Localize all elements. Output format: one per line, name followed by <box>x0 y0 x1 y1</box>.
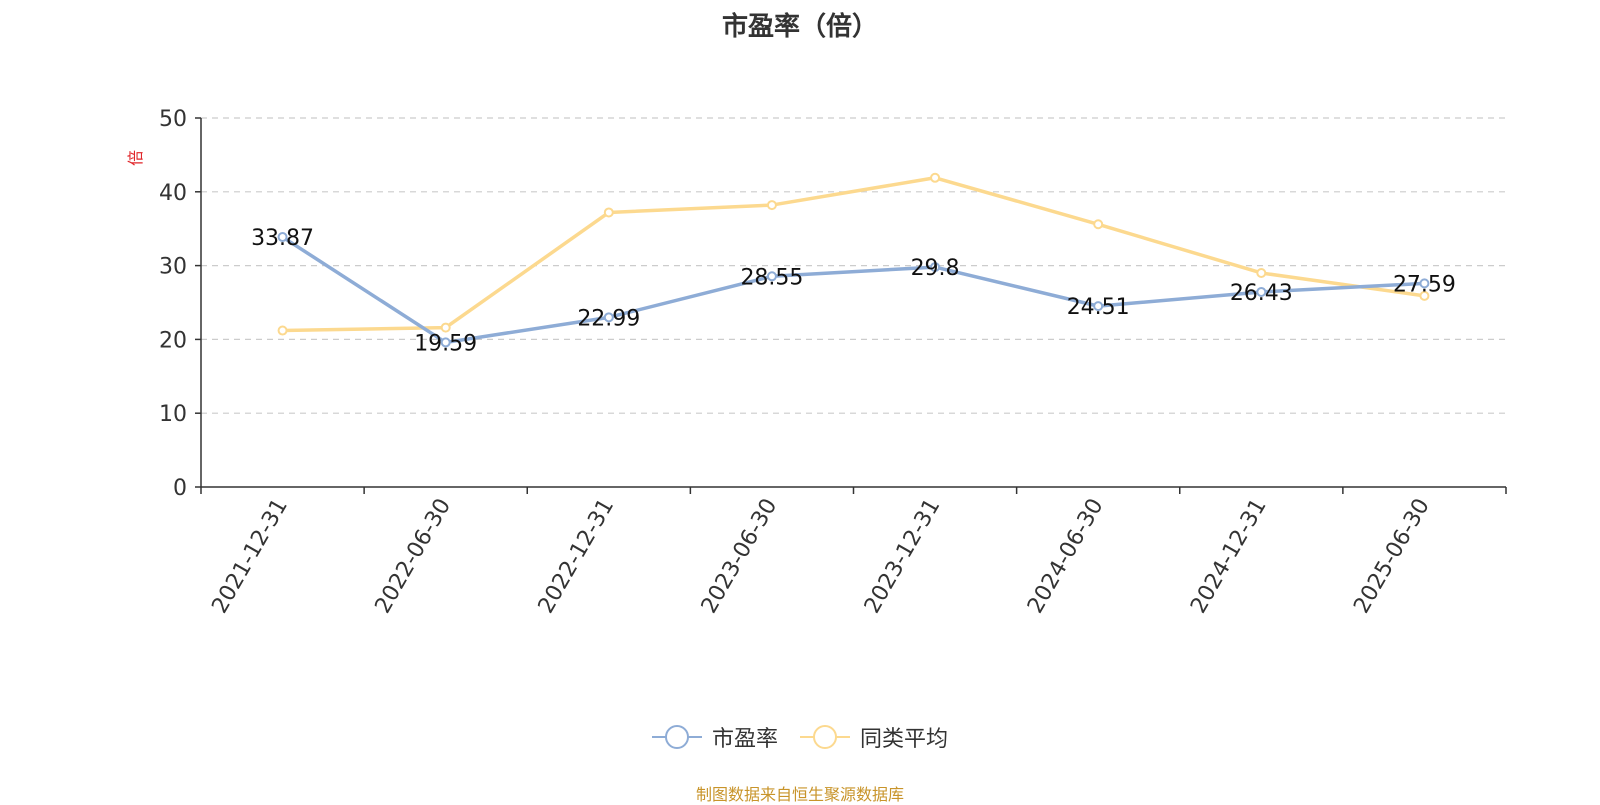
data-point <box>440 337 451 348</box>
legend-label: 市盈率 <box>711 727 778 752</box>
x-tick-label: 2023-06-30 <box>697 495 783 618</box>
y-tick-label: 20 <box>159 328 187 353</box>
data-point <box>277 232 288 243</box>
x-tick-label: 2021-12-31 <box>207 495 293 618</box>
legend-item[interactable]: 市盈率 <box>651 721 778 753</box>
chart-title: 市盈率（倍） <box>721 12 878 42</box>
data-point <box>1093 219 1104 230</box>
legend-item[interactable]: 同类平均 <box>800 721 948 753</box>
legend-swatch-icon <box>800 725 850 749</box>
series-line <box>281 235 1425 345</box>
data-point <box>603 312 614 323</box>
y-tick-label: 30 <box>159 255 187 280</box>
data-point <box>1093 301 1104 312</box>
data-label: 27.59 <box>1393 272 1456 297</box>
x-tick-label: 2022-06-30 <box>370 495 456 618</box>
data-point <box>1256 267 1267 278</box>
source-note: 制图数据来自恒生聚源数据库 <box>695 785 904 804</box>
data-point <box>1256 286 1267 297</box>
x-tick-label: 2024-06-30 <box>1023 495 1109 618</box>
x-tick-label: 2024-12-31 <box>1186 495 1272 618</box>
data-label: 19.59 <box>414 331 477 356</box>
data-label: 24.51 <box>1067 295 1130 320</box>
y-axis-label: 倍 <box>126 150 145 166</box>
series-line <box>282 176 1425 333</box>
legend-swatch-circle <box>664 725 689 749</box>
data-label: 29.8 <box>911 256 960 281</box>
legend: 市盈率 同类平均 <box>0 721 1600 753</box>
y-tick-label: 0 <box>173 476 187 501</box>
data-point <box>930 262 941 273</box>
x-tick-label: 2025-06-30 <box>1349 495 1435 618</box>
legend-swatch-icon <box>651 725 702 749</box>
legend-label: 同类平均 <box>860 727 949 752</box>
data-label: 33.87 <box>251 226 314 251</box>
x-tick-label: 2022-12-31 <box>534 495 620 618</box>
data-point <box>603 207 614 218</box>
data-label: 28.55 <box>740 265 803 290</box>
data-point <box>766 200 777 211</box>
x-tick-label: 2023-12-31 <box>860 495 946 618</box>
data-point <box>277 325 288 336</box>
data-label: 26.43 <box>1230 281 1293 306</box>
y-tick-label: 40 <box>159 181 187 206</box>
data-label: 22.99 <box>577 306 640 331</box>
y-tick-label: 10 <box>159 402 187 427</box>
data-point <box>1419 290 1430 301</box>
data-point <box>766 271 777 282</box>
data-point <box>1419 278 1430 289</box>
legend-swatch-circle <box>813 725 837 749</box>
data-point <box>440 322 451 333</box>
y-tick-label: 50 <box>159 107 187 132</box>
data-point <box>930 172 941 183</box>
